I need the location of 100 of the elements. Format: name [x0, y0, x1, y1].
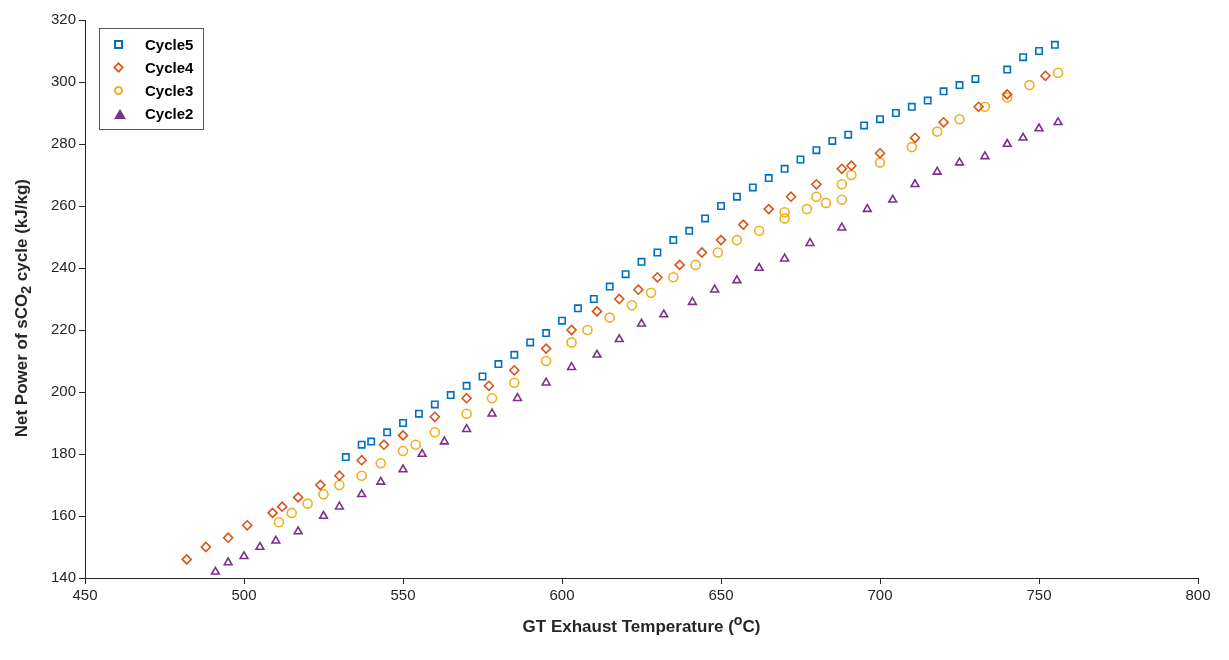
- point: [558, 316, 566, 325]
- point: [526, 338, 535, 347]
- point: [566, 324, 577, 336]
- point: [302, 498, 313, 509]
- point: [717, 202, 725, 210]
- point: [685, 226, 694, 235]
- point: [592, 349, 602, 358]
- point: [461, 392, 472, 404]
- point: [292, 492, 304, 503]
- y-tick-label: 260: [51, 196, 77, 214]
- point: [478, 372, 487, 381]
- point: [764, 174, 773, 183]
- legend-label: Cycle3: [145, 82, 194, 99]
- y-tick-label: 240: [51, 258, 77, 276]
- point: [846, 169, 857, 181]
- legend-label: Cycle2: [145, 105, 194, 122]
- point: [811, 179, 822, 190]
- point: [398, 464, 408, 473]
- point: [805, 237, 815, 247]
- point: [200, 541, 212, 553]
- point: [1003, 65, 1012, 74]
- point: [334, 501, 345, 510]
- point: [633, 284, 644, 295]
- point: [375, 458, 387, 469]
- x-axis-title: GT Exhaust Temperature ($^{o}$C): [521, 612, 762, 637]
- point: [931, 126, 943, 137]
- y-tick-label: 320: [51, 10, 77, 28]
- point: [906, 141, 918, 153]
- point: [429, 411, 441, 423]
- point: [591, 306, 603, 317]
- point: [910, 179, 920, 188]
- point: [510, 350, 519, 359]
- point: [674, 259, 685, 271]
- x-tick-label: 550: [390, 586, 416, 604]
- point: [286, 507, 298, 519]
- point: [223, 557, 233, 566]
- point: [1053, 117, 1063, 126]
- point: [582, 324, 593, 336]
- point: [1024, 79, 1035, 91]
- point: [341, 453, 350, 462]
- point: [909, 132, 921, 144]
- point: [748, 183, 757, 192]
- point: [461, 408, 472, 419]
- point: [487, 408, 497, 417]
- point: [779, 253, 790, 262]
- point: [828, 136, 837, 145]
- point: [293, 526, 303, 535]
- point: [509, 377, 520, 388]
- point: [836, 194, 848, 206]
- point: [1050, 40, 1059, 49]
- point: [376, 476, 386, 485]
- point: [483, 380, 495, 392]
- point: [334, 470, 345, 481]
- point: [241, 520, 253, 531]
- point: [844, 130, 853, 139]
- point: [712, 247, 724, 258]
- point: [820, 197, 832, 209]
- point: [397, 445, 409, 457]
- point: [181, 554, 193, 565]
- point: [888, 194, 898, 203]
- point: [318, 510, 329, 520]
- point: [907, 102, 916, 111]
- point: [645, 287, 657, 299]
- point: [613, 293, 625, 305]
- x-tick-label: 750: [1026, 586, 1052, 604]
- point: [731, 234, 743, 246]
- point: [709, 284, 720, 293]
- point: [315, 479, 326, 491]
- point: [356, 454, 367, 466]
- point: [836, 179, 848, 190]
- point: [566, 337, 577, 348]
- point: [732, 275, 742, 284]
- point: [715, 234, 727, 246]
- point: [356, 489, 367, 498]
- point: [954, 113, 965, 125]
- point: [621, 270, 630, 279]
- point: [891, 109, 900, 117]
- point: [860, 121, 869, 130]
- point: [417, 448, 427, 458]
- y-tick-label: 220: [51, 320, 77, 338]
- point: [763, 203, 775, 215]
- y-tick-label: 140: [51, 568, 77, 586]
- point: [512, 392, 523, 402]
- point: [589, 295, 598, 303]
- point: [273, 516, 285, 528]
- point: [255, 541, 265, 551]
- point: [414, 409, 423, 418]
- point: [614, 334, 624, 343]
- x-tick-label: 450: [72, 586, 98, 604]
- y-tick-label: 200: [51, 382, 77, 400]
- point: [439, 436, 450, 445]
- point: [938, 117, 949, 128]
- point: [509, 365, 520, 376]
- point: [687, 296, 698, 306]
- point: [669, 236, 678, 245]
- point: [779, 206, 790, 218]
- point: [796, 155, 805, 164]
- point: [397, 430, 409, 441]
- point: [812, 146, 821, 155]
- point: [1034, 123, 1044, 132]
